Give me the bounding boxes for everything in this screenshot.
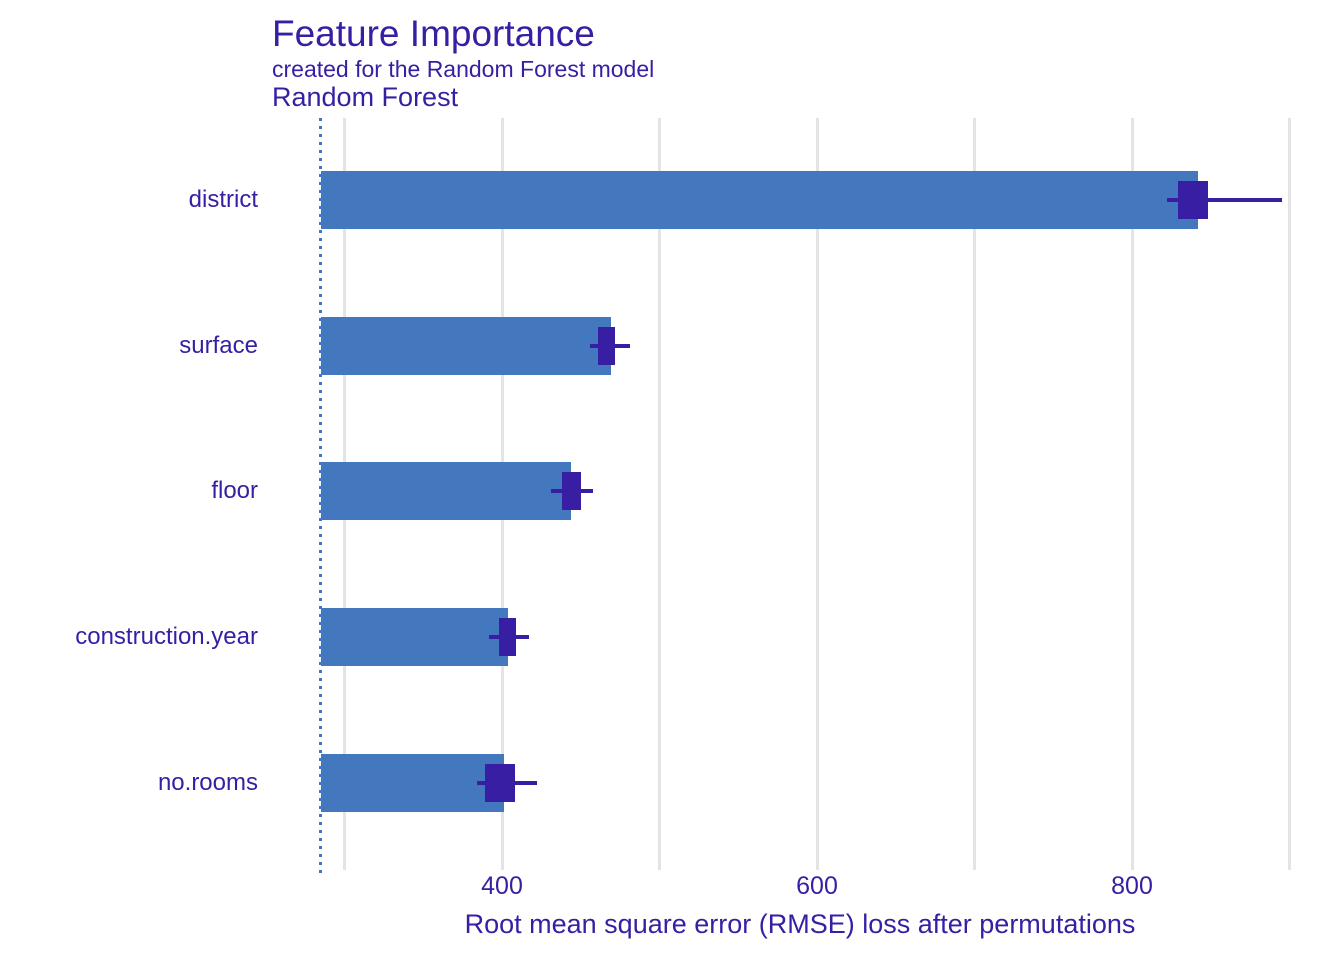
chart-subtitle: created for the Random Forest model [272, 56, 655, 82]
gridline-900 [1288, 118, 1291, 870]
gridline-500 [658, 118, 661, 870]
importance-bar-floor [320, 462, 572, 521]
boxplot-whisker-district [1166, 198, 1282, 202]
importance-bar-construction.year [320, 608, 509, 667]
x-tick-label-400: 400 [481, 872, 523, 900]
category-label-floor: floor [211, 477, 258, 505]
boxplot-box-surface [598, 326, 616, 365]
chart-title: Feature Importance [272, 13, 595, 54]
gridline-700 [973, 118, 976, 870]
gridline-600 [815, 118, 819, 870]
category-label-no.rooms: no.rooms [157, 768, 258, 796]
category-label-district: district [188, 186, 258, 213]
importance-bar-no.rooms [320, 753, 504, 812]
boxplot-box-construction.year [498, 618, 517, 657]
boxplot-box-floor [561, 472, 581, 511]
category-label-construction.year: construction.year [75, 623, 258, 651]
importance-bar-surface [320, 316, 611, 375]
importance-bar-district [320, 171, 1199, 229]
boxplot-box-district [1177, 181, 1208, 219]
x-tick-label-800: 800 [1111, 872, 1153, 900]
facet-label: Random Forest [272, 82, 459, 112]
gridline-800 [1130, 118, 1134, 870]
boxplot-box-no.rooms [484, 763, 515, 802]
category-label-surface: surface [179, 331, 258, 359]
x-tick-label-600: 600 [796, 872, 838, 900]
x-axis-title: Root mean square error (RMSE) loss after… [464, 909, 1136, 939]
